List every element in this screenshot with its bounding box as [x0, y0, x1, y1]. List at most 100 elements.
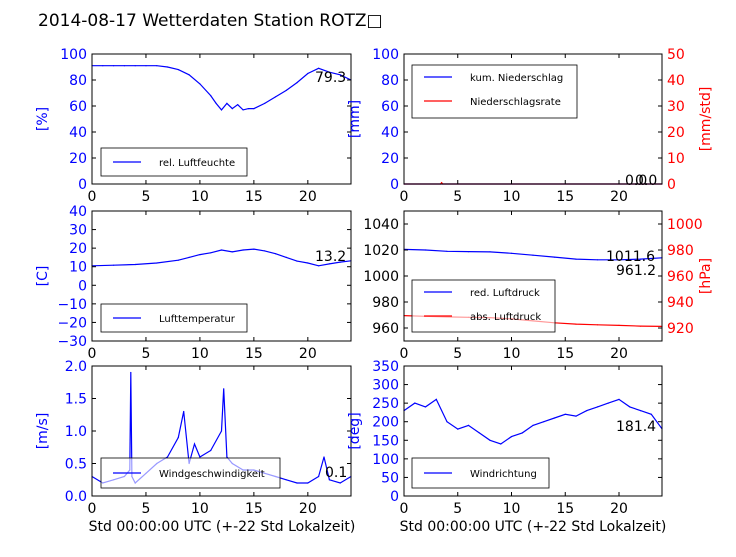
y-tick-label: 30 [69, 223, 87, 239]
data-point [134, 263, 136, 266]
legend-label: Niederschlagsrate [470, 97, 561, 108]
y-tick-label: 100 [372, 47, 399, 63]
data-point [231, 108, 233, 110]
x-tick-label: 5 [453, 189, 462, 205]
legend: kum. Niederschlag Niederschlagsrate [411, 64, 578, 119]
y-tick-label: 0 [78, 278, 87, 294]
data-point [134, 65, 136, 67]
last-value-annotation: 1011.6 [606, 249, 655, 265]
data-point [650, 413, 652, 415]
y2-tick-label: 0 [667, 177, 676, 193]
legend-label: kum. Niederschlag [470, 73, 563, 84]
data-point [220, 430, 223, 432]
legend: Lufttemperatur [100, 303, 248, 333]
data-point [553, 256, 556, 258]
x-axis-label: Std 00:00:00 UTC (+-22 Std Lokalzeit) [400, 519, 667, 535]
data-point [467, 424, 470, 426]
x-tick-label: 15 [245, 346, 263, 362]
y-tick-label: 1.0 [65, 424, 87, 440]
legend: rel. Luftfeuchte [100, 147, 248, 177]
last-value-annotation: 0.0 [625, 173, 647, 189]
x-tick-label: 20 [610, 501, 628, 517]
y-tick-label: 0 [390, 489, 399, 505]
figure-title: 2014-08-17 Wetterdaten Station ROTZ□ [38, 11, 383, 31]
data-point [532, 424, 534, 426]
x-tick-label: 0 [400, 189, 409, 205]
data-point [575, 258, 577, 260]
x-tick-label: 10 [191, 189, 209, 205]
data-point [285, 479, 287, 481]
plot-frame [403, 365, 663, 497]
y-tick-label: 10 [69, 260, 87, 276]
y-axis-label: [m/s] [35, 413, 51, 450]
y-tick-label: 2.0 [65, 359, 87, 375]
y-axis-label: [deg] [347, 412, 363, 449]
data-point [253, 248, 255, 250]
panel-wind_speed: 0 5 10 15 20 0.0 0.5 1.0 1.5 2.0 [m/s] Std 00:00:00… [35, 359, 355, 535]
y-tick-label: 980 [372, 295, 399, 311]
data-point [564, 413, 566, 415]
y-axis-label: [C] [35, 266, 51, 287]
data-point [210, 449, 212, 452]
data-point [123, 65, 125, 67]
y-tick-label: 40 [69, 204, 87, 220]
y2-tick-label: 50 [667, 47, 685, 63]
y-tick-label: 300 [372, 378, 399, 394]
y2-tick-label: 40 [667, 73, 685, 89]
plot-frame [91, 53, 352, 185]
data-point [639, 325, 642, 327]
data-point [478, 432, 480, 434]
x-tick-label: 5 [141, 346, 150, 362]
data-point [318, 265, 320, 267]
data-point [510, 436, 513, 438]
series-line-lufttemperatur [91, 248, 352, 267]
data-point [264, 250, 266, 252]
data-point [521, 432, 523, 434]
data-point [607, 402, 609, 404]
x-tick-label: 15 [556, 346, 574, 362]
data-point [296, 260, 298, 262]
y-tick-label: 80 [381, 73, 399, 89]
data-point [318, 475, 320, 478]
y-tick-label: 50 [381, 470, 399, 486]
x-tick-label: 15 [556, 189, 574, 205]
x-tick-label: 20 [610, 189, 628, 205]
x-tick-label: 0 [400, 501, 409, 517]
data-point [553, 417, 556, 419]
last-value-annotation: 961.2 [616, 263, 656, 279]
data-point [296, 82, 298, 84]
y2-tick-label: 1000 [667, 217, 703, 233]
data-point [339, 74, 341, 76]
last-value-annotation: 79.3 [315, 70, 346, 86]
data-point [199, 254, 201, 256]
y-tick-label: 150 [372, 433, 399, 449]
x-tick-label: 10 [191, 346, 209, 362]
x-tick-label: 10 [503, 189, 521, 205]
x-tick-label: 5 [141, 189, 150, 205]
data-point [242, 109, 244, 111]
data-point [639, 258, 642, 260]
y-tick-label: 350 [372, 359, 399, 375]
data-point [242, 249, 244, 251]
data-point [237, 104, 239, 106]
data-point [156, 65, 158, 67]
legend: red. Luftdruck abs. Luftdruck [411, 279, 556, 333]
x-tick-label: 0 [400, 346, 409, 362]
series-line-rel-luftfeuchte [92, 65, 352, 111]
y-tick-label: 100 [60, 47, 87, 63]
y-tick-label: 250 [372, 396, 399, 412]
data-point [307, 72, 309, 75]
legend-box [411, 279, 556, 333]
y2-tick-label: 20 [667, 125, 685, 141]
data-point [177, 69, 179, 71]
x-tick-label: 10 [503, 501, 521, 517]
data-point [296, 482, 298, 484]
data-point [446, 250, 448, 252]
x-tick-label: 20 [299, 501, 317, 517]
data-point [318, 67, 320, 69]
data-point [467, 251, 470, 253]
y-tick-label: 200 [372, 415, 399, 431]
data-point [618, 324, 620, 326]
